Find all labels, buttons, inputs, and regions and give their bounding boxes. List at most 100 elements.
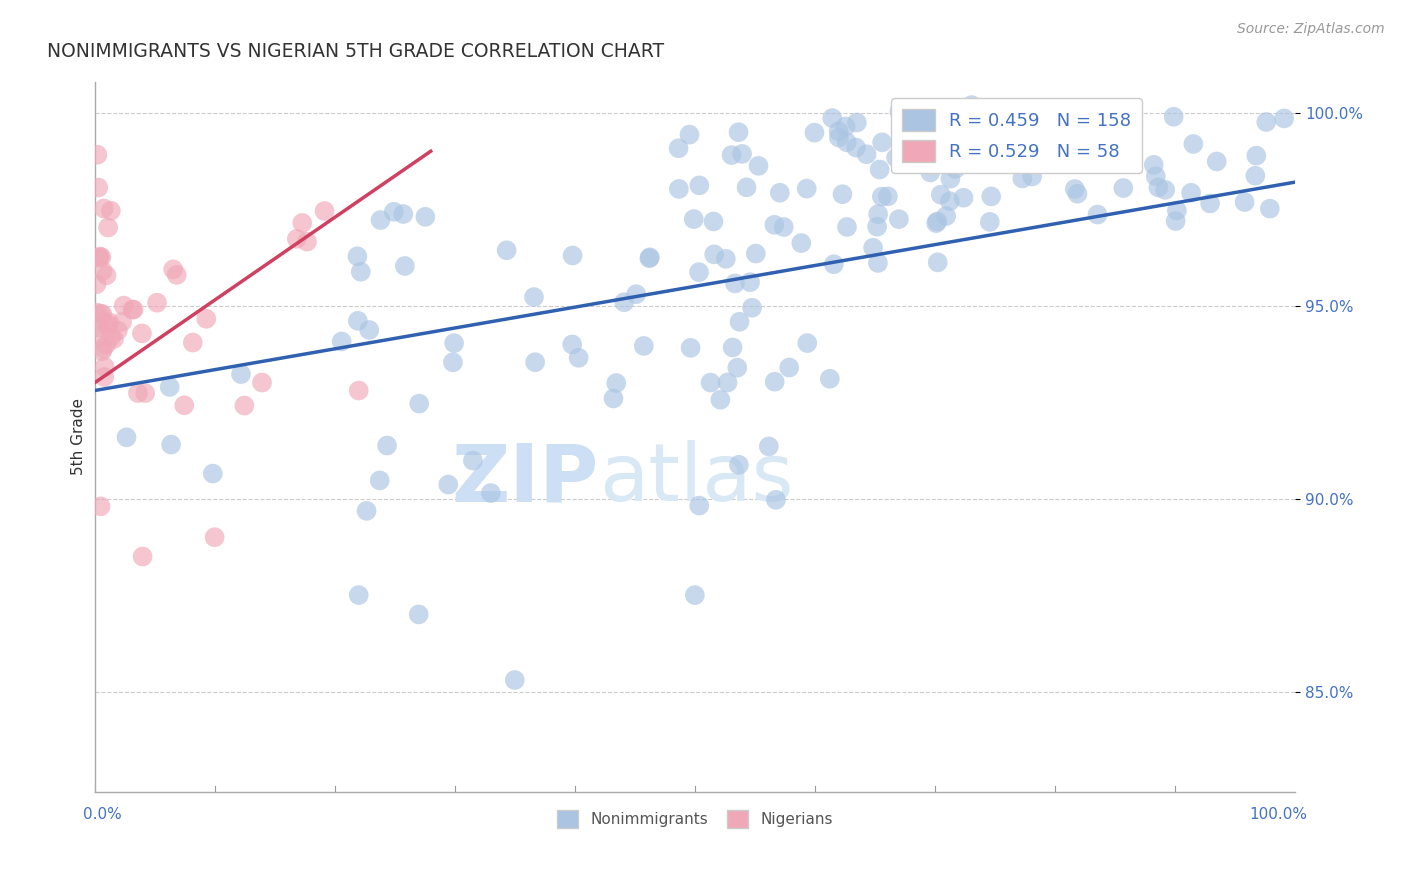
Point	[1007, 146, 1029, 161]
Point	[461, 453, 484, 467]
Point	[935, 209, 957, 223]
Point	[98, 315, 121, 329]
Point	[866, 256, 889, 270]
Point	[131, 549, 153, 564]
Point	[758, 439, 780, 453]
Point	[115, 430, 138, 444]
Text: 0.0%: 0.0%	[83, 807, 121, 822]
Point	[763, 218, 786, 232]
Point	[747, 159, 769, 173]
Point	[887, 212, 910, 227]
Point	[159, 380, 181, 394]
Point	[437, 477, 460, 491]
Point	[688, 265, 710, 279]
Point	[835, 219, 858, 234]
Point	[561, 248, 583, 262]
Point	[233, 399, 256, 413]
Point	[370, 213, 392, 227]
Point	[347, 314, 370, 328]
Point	[93, 359, 115, 374]
Point	[714, 252, 737, 266]
Point	[103, 332, 125, 346]
Point	[716, 376, 738, 390]
Point	[868, 207, 890, 221]
Point	[827, 124, 849, 138]
Point	[1144, 169, 1167, 184]
Point	[602, 392, 624, 406]
Point	[229, 367, 252, 381]
Point	[925, 216, 948, 230]
Point	[725, 360, 748, 375]
Point	[1011, 171, 1033, 186]
Point	[87, 251, 110, 265]
Point	[1007, 156, 1029, 170]
Point	[146, 295, 169, 310]
Point	[134, 386, 156, 401]
Point	[831, 187, 853, 202]
Legend: Nonimmigrants, Nigerians: Nonimmigrants, Nigerians	[551, 805, 839, 834]
Point	[728, 458, 751, 472]
Point	[845, 115, 868, 129]
Point	[479, 486, 502, 500]
Point	[90, 314, 112, 328]
Point	[1047, 135, 1070, 149]
Point	[927, 255, 949, 269]
Point	[1182, 136, 1205, 151]
Point	[834, 120, 856, 134]
Point	[87, 331, 110, 345]
Point	[889, 104, 911, 119]
Point	[818, 372, 841, 386]
Point	[561, 337, 583, 351]
Point	[772, 219, 794, 234]
Point	[869, 162, 891, 177]
Y-axis label: 5th Grade: 5th Grade	[72, 399, 86, 475]
Point	[960, 98, 983, 112]
Point	[1258, 202, 1281, 216]
Point	[1256, 115, 1278, 129]
Point	[382, 204, 405, 219]
Point	[682, 212, 704, 227]
Point	[121, 302, 143, 317]
Point	[1143, 158, 1166, 172]
Point	[375, 438, 398, 452]
Point	[1087, 208, 1109, 222]
Point	[769, 186, 792, 200]
Point	[835, 136, 858, 150]
Point	[979, 215, 1001, 229]
Point	[1147, 180, 1170, 194]
Point	[97, 318, 120, 332]
Point	[778, 360, 800, 375]
Point	[295, 235, 318, 249]
Point	[91, 307, 114, 321]
Point	[699, 376, 721, 390]
Point	[922, 142, 945, 156]
Point	[980, 189, 1002, 203]
Point	[633, 339, 655, 353]
Point	[330, 334, 353, 349]
Point	[953, 126, 976, 140]
Text: ZIP: ZIP	[451, 441, 599, 518]
Point	[90, 500, 112, 514]
Point	[408, 607, 430, 622]
Point	[97, 220, 120, 235]
Point	[181, 335, 204, 350]
Point	[679, 341, 702, 355]
Text: Source: ZipAtlas.com: Source: ZipAtlas.com	[1237, 22, 1385, 37]
Point	[347, 588, 370, 602]
Point	[523, 290, 546, 304]
Point	[1018, 152, 1040, 166]
Point	[96, 319, 118, 334]
Point	[668, 141, 690, 155]
Point	[796, 336, 818, 351]
Point	[973, 109, 995, 123]
Point	[884, 151, 907, 165]
Point	[131, 326, 153, 341]
Point	[87, 180, 110, 194]
Point	[855, 147, 877, 161]
Point	[1246, 149, 1268, 163]
Point	[443, 336, 465, 351]
Point	[441, 355, 464, 369]
Point	[1244, 169, 1267, 183]
Point	[1063, 182, 1085, 196]
Point	[721, 341, 744, 355]
